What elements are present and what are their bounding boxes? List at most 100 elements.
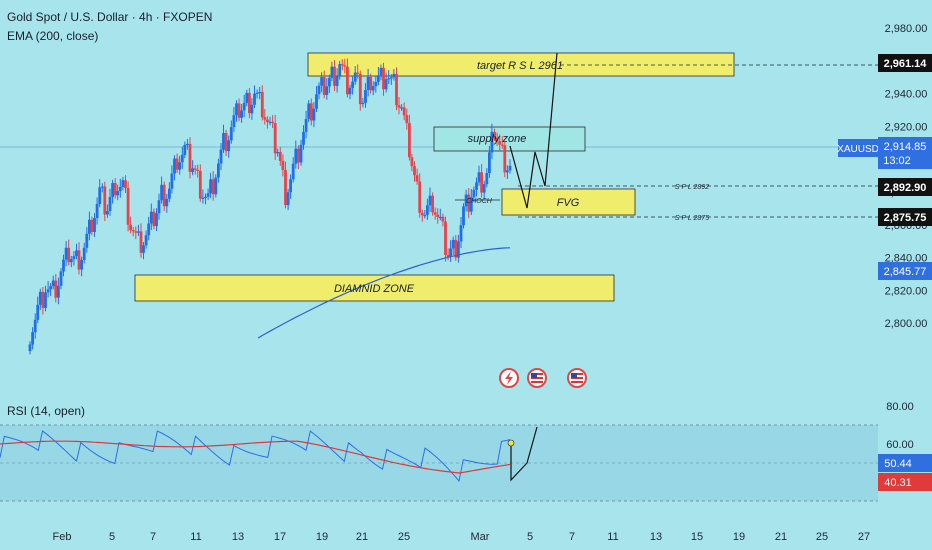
candle-body	[131, 230, 135, 232]
candle-body	[111, 183, 114, 197]
choch-label: CHOCH	[466, 198, 493, 205]
candle-body	[291, 163, 295, 180]
candle-body	[343, 65, 347, 67]
rsi-ma-line	[0, 440, 511, 474]
candle-body	[152, 211, 156, 227]
candle-body	[113, 183, 117, 196]
candle-body	[415, 175, 419, 182]
fvg-label: FVG	[557, 197, 580, 209]
candle-body	[242, 103, 246, 111]
candle-body	[198, 171, 202, 199]
candle-body	[389, 77, 393, 79]
candle-body	[309, 103, 313, 121]
candle-body	[222, 133, 225, 150]
tag-last: 2,914.85	[884, 141, 927, 153]
candle-body	[330, 66, 334, 78]
candle-body	[426, 205, 429, 215]
candle-body	[459, 225, 463, 242]
candle-body	[196, 169, 200, 171]
time-tick-label: 21	[356, 531, 368, 543]
candle-body	[371, 86, 375, 91]
candle-body	[90, 219, 94, 232]
candle-body	[464, 194, 468, 207]
candle-body	[137, 231, 140, 233]
candle-body	[108, 197, 112, 211]
candle-body	[346, 66, 349, 95]
candle-body	[160, 184, 163, 201]
event-us-flag-icon-2[interactable]	[567, 368, 587, 388]
candle-body	[44, 292, 47, 308]
candle-body	[276, 152, 280, 154]
candle-body	[348, 87, 352, 95]
tag-2875: 2,875.75	[884, 212, 927, 224]
rsi-tick-label: 60.00	[886, 439, 914, 451]
candle-body	[106, 211, 109, 215]
candle-body	[379, 67, 383, 76]
candle-body	[147, 223, 151, 236]
spl-2892-label: S P L 2892	[675, 184, 709, 191]
tag-rsi: 50.44	[884, 458, 912, 470]
event-lightning-icon[interactable]	[499, 368, 519, 388]
candle-body	[248, 92, 251, 114]
candle-body	[33, 319, 37, 333]
spl-2875-label: S P L 2875	[675, 215, 709, 222]
tag-2892-bg	[878, 178, 932, 196]
candle-body	[500, 144, 504, 146]
candle-body	[191, 168, 194, 172]
price-tick-label: 2,980.00	[885, 23, 928, 35]
candle-body	[255, 92, 259, 94]
candle-body	[59, 271, 63, 286]
candle-body	[57, 285, 60, 298]
candle-body	[320, 77, 323, 86]
candle-body	[400, 107, 403, 109]
candle-body	[46, 289, 50, 293]
candle-body	[286, 192, 290, 206]
supply-zone	[433, 126, 586, 152]
candle-body	[423, 215, 427, 217]
tag-2892: 2,892.90	[884, 182, 927, 194]
candle-body	[211, 179, 215, 195]
candle-body	[237, 103, 241, 118]
candle-body	[62, 259, 65, 272]
candle-body	[268, 121, 272, 123]
tag-last-bg	[878, 137, 932, 169]
time-tick-label: 11	[190, 531, 201, 543]
candle-body	[144, 235, 148, 246]
candle-body	[253, 93, 256, 105]
candle-body	[85, 233, 89, 248]
candle-body	[454, 239, 458, 258]
time-tick-label: 5	[109, 531, 115, 543]
tag-2875-bg	[878, 208, 932, 226]
candle-body	[441, 216, 445, 222]
candle-body	[36, 304, 40, 320]
candle-body	[126, 188, 130, 225]
candle-body	[431, 195, 434, 213]
event-us-flag-icon[interactable]	[527, 368, 547, 388]
candle-body	[395, 73, 398, 106]
candle-body	[480, 172, 483, 193]
candle-body	[28, 344, 32, 352]
candle-body	[333, 66, 336, 86]
candle-body	[322, 77, 326, 95]
candle-body	[67, 247, 71, 263]
time-tick-label: 19	[733, 531, 745, 543]
candle-body	[451, 239, 455, 249]
time-axis[interactable]: Feb 5 7 11 13 17 19 21 25 Mar 5 7 11 13 15 19 21 25 27	[53, 531, 871, 543]
candle-body	[304, 119, 308, 132]
candle-body	[98, 187, 102, 204]
candle-body	[377, 75, 380, 82]
candle-body	[206, 193, 210, 197]
symbol-tag: XAUUSD	[837, 144, 879, 155]
candle-body	[472, 189, 476, 198]
candle-body	[356, 72, 360, 74]
candle-body	[240, 110, 243, 118]
price-tick-label: 2,920.00	[885, 121, 928, 133]
candle-body	[338, 64, 342, 77]
candle-body	[116, 191, 120, 196]
candle-body	[51, 280, 55, 287]
rsi-projection-path	[510, 426, 538, 482]
candle-body	[495, 137, 499, 142]
tag-ema: 2,845.77	[884, 266, 927, 278]
time-tick-label: Feb	[53, 531, 72, 543]
